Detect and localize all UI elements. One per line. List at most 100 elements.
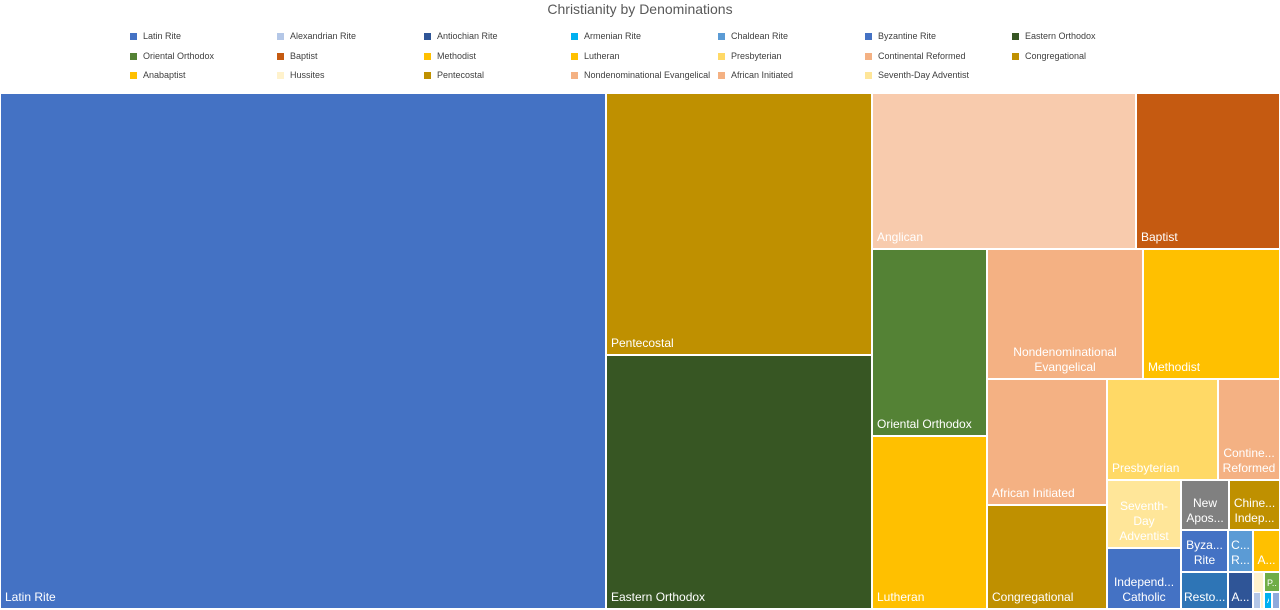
treemap-tile: Anglican — [872, 93, 1136, 249]
legend-item: African Initiated — [718, 68, 793, 82]
legend-label: Antiochian Rite — [437, 31, 498, 41]
legend-item: Oriental Orthodox — [130, 49, 214, 63]
tile-label: A... — [1231, 590, 1250, 604]
legend-item: Armenian Rite — [571, 29, 641, 43]
legend-swatch — [1012, 52, 1019, 60]
legend-item: Continental Reformed — [865, 49, 966, 63]
tile-label: Pentecostal — [611, 336, 674, 350]
treemap-tile: Contine... Reformed — [1218, 379, 1280, 480]
tile-label: Methodist — [1148, 360, 1201, 374]
legend-label: Pentecostal — [437, 70, 485, 80]
tile-label: Byza... Rite — [1186, 538, 1223, 567]
legend-label: Seventh-Day Adventist — [878, 70, 970, 80]
legend-swatch — [424, 52, 431, 60]
tile-label: Eastern Orthodox — [611, 590, 706, 604]
tile-label: C... R... — [1231, 538, 1250, 567]
legend-swatch — [277, 32, 284, 40]
legend-swatch — [1012, 32, 1019, 40]
legend-swatch — [424, 71, 431, 79]
legend-label: Anabaptist — [143, 70, 186, 80]
treemap-tile: Eastern Orthodox — [606, 355, 872, 609]
tile-label: Nondenominational Evangelical — [1013, 345, 1117, 374]
treemap-tile: Independ... Catholic — [1107, 548, 1181, 609]
legend-label: Oriental Orthodox — [143, 51, 215, 61]
legend-label: Methodist — [437, 51, 477, 61]
legend-item: Latin Rite — [130, 29, 181, 43]
legend-item: Alexandrian Rite — [277, 29, 356, 43]
tile-label: Congregational — [992, 590, 1074, 604]
legend-label: Continental Reformed — [878, 51, 966, 61]
tile-label: Latin Rite — [5, 590, 56, 604]
legend-label: Alexandrian Rite — [290, 31, 357, 41]
tile-label: Presbyterian — [1112, 461, 1180, 475]
legend-label: Baptist — [290, 51, 318, 61]
legend-label: Congregational — [1025, 51, 1087, 61]
tile-label: Anglican — [877, 230, 924, 244]
legend-label: Presbyterian — [731, 51, 782, 61]
tile-label: A... — [1257, 553, 1276, 567]
treemap-tile: Resto... — [1181, 572, 1228, 609]
legend-swatch — [718, 52, 725, 60]
treemap-tile: Lutheran — [872, 436, 987, 609]
legend-item: Nondenominational Evangelical — [571, 68, 710, 82]
tile-label: Baptist — [1141, 230, 1178, 244]
treemap-tile: African Initiated — [987, 379, 1107, 505]
legend-item: Seventh-Day Adventist — [865, 68, 969, 82]
treemap-tile: P... — [1264, 572, 1280, 592]
treemap-tile: New Apos... — [1181, 480, 1229, 530]
legend-swatch — [571, 52, 578, 60]
treemap-tile: Pentecostal — [606, 93, 872, 355]
legend-item: Lutheran — [571, 49, 620, 63]
treemap-tile: Baptist — [1136, 93, 1280, 249]
treemap-tile: Chine... Indep... — [1229, 480, 1280, 530]
tile-label: Seventh-Day Adventist — [1119, 499, 1169, 543]
legend-swatch — [130, 52, 137, 60]
legend-item: Presbyterian — [718, 49, 782, 63]
tile-label: P... — [1267, 578, 1277, 588]
treemap-tile: A... — [1253, 530, 1280, 572]
tile-label: Independ... Catholic — [1113, 575, 1175, 604]
legend-label: Byzantine Rite — [878, 31, 937, 41]
treemap-tile: Congregational — [987, 505, 1107, 609]
treemap-tile: Oriental Orthodox — [872, 249, 987, 436]
legend-item: Byzantine Rite — [865, 29, 936, 43]
legend-item: Antiochian Rite — [424, 29, 498, 43]
legend-swatch — [277, 71, 284, 79]
legend-label: Eastern Orthodox — [1025, 31, 1096, 41]
treemap-tile: Methodist — [1143, 249, 1280, 379]
treemap-tile: Nondenominational Evangelical — [987, 249, 1143, 379]
legend-item: Congregational — [1012, 49, 1086, 63]
legend-item: Methodist — [424, 49, 476, 63]
treemap-tile — [1272, 592, 1280, 609]
treemap-tile — [1253, 592, 1261, 609]
treemap-tile: A — [1264, 592, 1272, 609]
tile-label: Resto... — [1184, 590, 1225, 604]
legend: Latin Rite Alexandrian Rite Antiochian Rit… — [0, 0, 1280, 92]
legend-swatch — [130, 32, 137, 40]
legend-label: Hussites — [290, 70, 325, 80]
tile-label: African Initiated — [992, 486, 1075, 500]
legend-swatch — [424, 32, 431, 40]
legend-swatch — [130, 71, 137, 79]
legend-item: Hussites — [277, 68, 325, 82]
tile-label: Lutheran — [877, 590, 925, 604]
legend-swatch — [571, 71, 578, 79]
tile-label: Oriental Orthodox — [877, 417, 972, 431]
legend-swatch — [865, 32, 872, 40]
tile-label: A — [1267, 595, 1269, 605]
legend-label: Nondenominational Evangelical — [584, 70, 711, 80]
treemap-tile: Presbyterian — [1107, 379, 1218, 480]
legend-label: Armenian Rite — [584, 31, 642, 41]
treemap-tile: Latin Rite — [0, 93, 606, 609]
treemap-tile: C... R... — [1228, 530, 1253, 572]
legend-item: Anabaptist — [130, 68, 186, 82]
legend-item: Chaldean Rite — [718, 29, 788, 43]
legend-label: Chaldean Rite — [731, 31, 789, 41]
legend-swatch — [865, 52, 872, 60]
treemap-tile: Seventh-Day Adventist — [1107, 480, 1181, 548]
tile-label: Contine... Reformed — [1222, 446, 1276, 475]
tile-label: New Apos... — [1186, 496, 1224, 525]
chart-title: Christianity by Denominations — [547, 1, 733, 17]
legend-label: Lutheran — [584, 51, 620, 61]
legend-label: Latin Rite — [143, 31, 182, 41]
